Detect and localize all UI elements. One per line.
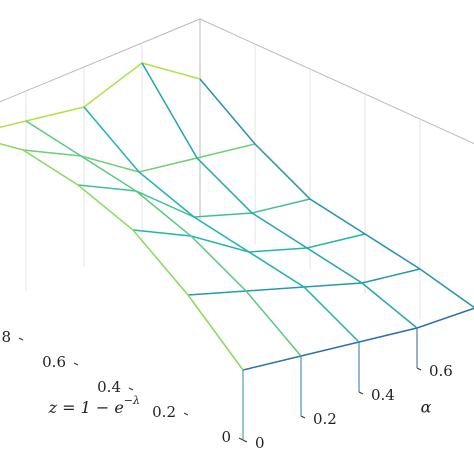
mesh-layer	[0, 62, 474, 440]
x-tick	[183, 412, 189, 416]
y-tick	[242, 439, 248, 443]
x-axis-label: z = 1 − e−λ	[48, 394, 140, 417]
mesh-line	[141, 62, 418, 329]
x-label-exponent: −λ	[124, 394, 140, 407]
mesh-line	[22, 143, 256, 173]
y-tick-label: 0	[255, 434, 265, 452]
y-tick-label: 0.2	[313, 410, 337, 428]
x-label-main: z = 1 − e	[48, 398, 124, 417]
y-tick-label: 0.4	[371, 386, 395, 404]
x-tick-label: 0.4	[97, 378, 121, 396]
x-tick	[18, 337, 24, 341]
x-tick	[238, 437, 244, 441]
y-tick-label: 0.6	[429, 362, 453, 380]
y-tick	[416, 367, 422, 371]
x-tick-label: 0.8	[0, 328, 11, 346]
box-edge	[0, 18, 201, 103]
mesh-line	[83, 106, 360, 343]
mesh-line	[0, 142, 244, 371]
y-axis-label: α	[421, 398, 432, 417]
y-tick	[300, 415, 306, 419]
mesh-line	[132, 229, 366, 253]
x-tick	[128, 387, 134, 391]
mesh-line	[199, 78, 474, 309]
x-tick-label: 0.6	[42, 353, 66, 371]
y-tick	[358, 391, 364, 395]
grid-layer	[0, 18, 474, 443]
x-tick-label: 0	[221, 428, 231, 446]
x-tick-label: 0.2	[152, 403, 176, 421]
box-edge	[199, 18, 474, 145]
mesh-line	[187, 268, 421, 296]
mesh-line	[25, 120, 302, 357]
mesh-line	[77, 184, 311, 218]
x-tick	[73, 362, 79, 366]
